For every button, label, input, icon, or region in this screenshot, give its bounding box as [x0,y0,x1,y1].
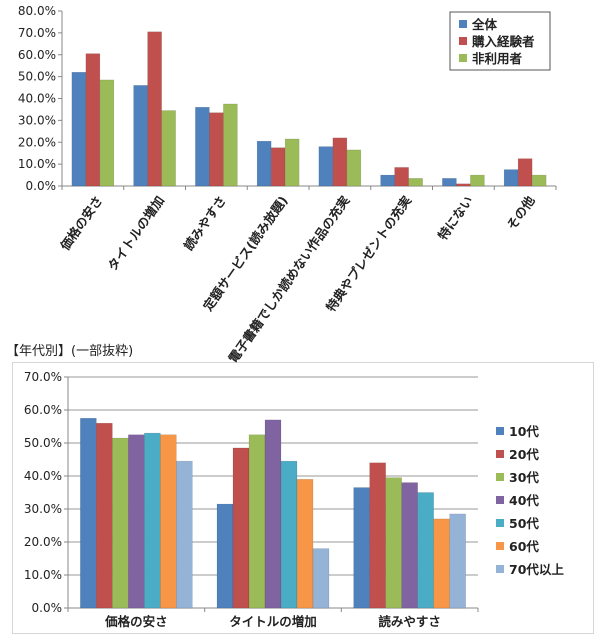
bar [209,112,224,187]
y-tick-label: 20.0% [18,135,56,149]
y-tick-label: 0.0% [26,179,57,193]
bar [232,447,250,609]
bar [385,477,402,609]
legend-swatch [496,473,504,481]
legend-label: 40代 [509,493,539,508]
legend-swatch [496,496,504,504]
bar [312,548,330,609]
bar [176,460,193,609]
y-tick-label: 20.0% [24,535,62,549]
bar [128,434,145,609]
y-tick-label: 50.0% [24,436,62,450]
bar [133,85,148,187]
chart-by-age: 0.0% 10.0% 20.0% 30.0% 40.0% 50.0% 60.0% 70.0% 価… [24,370,565,629]
legend-swatch [496,542,504,550]
x-tick-label: タイトルの増加 [229,614,317,629]
x-tick-label: タイトルの増加 [105,193,167,273]
y-tick-label: 0.0% [32,601,63,615]
bar [71,72,87,187]
bar [280,460,298,609]
y-tick-label: 40.0% [18,92,56,106]
x-tick-label: 価格の安さ [57,193,106,254]
legend-label: 20代 [509,447,539,462]
legend-label: 全体 [471,17,498,32]
chart2-frame [12,362,594,634]
bar [96,422,113,609]
bar [80,418,97,609]
bar [147,31,162,187]
legend-label: 購入経験者 [471,34,535,49]
legend-label: 10代 [509,424,539,439]
x-tick-label: 読みやすさ [378,614,441,629]
bar [99,79,115,187]
bar [144,432,161,609]
bar [380,174,395,187]
bar [270,147,286,187]
y-tick-label: 70.0% [24,370,62,384]
bar [112,437,129,609]
legend-swatch [496,450,504,458]
y-tick-label: 40.0% [24,469,62,483]
bar [85,53,101,187]
bar [394,167,409,187]
chart-all-vs-buyers: 0.0% 10.0% 20.0% 30.0% 40.0% 50.0% 60.0% 70.0% 8… [18,4,557,366]
bar [223,103,238,187]
bar [503,169,519,187]
bar [408,178,423,187]
legend-label: 50代 [509,516,539,531]
y-tick-label: 10.0% [24,568,62,582]
y-tick-label: 80.0% [18,4,56,18]
bar [442,178,457,187]
x-tick-label: 電子書籍でしか読めない作品の充実 [225,193,352,366]
bar [256,140,272,187]
bar [517,158,533,187]
section-label: 【年代別】(一部抜粋) [6,344,134,359]
x-tick-label: 特にない [435,193,476,243]
bar [449,513,466,609]
y-tick-label: 70.0% [18,26,56,40]
bar [161,110,176,187]
y-tick-label: 50.0% [18,70,56,84]
bar [369,462,386,609]
y-tick-label: 10.0% [18,157,56,171]
x-tick-label: 読みやすさ [181,193,229,253]
bar [195,107,210,187]
x-tick-label: その他 [504,193,538,233]
bar [296,479,314,609]
legend-swatch [459,54,467,62]
bar [248,434,266,609]
bar [332,137,348,187]
legend-swatch [459,20,467,28]
bar [401,482,418,609]
legend-label: 非利用者 [472,51,523,66]
legend-label: 60代 [509,539,539,554]
bar [470,174,485,187]
bar [417,492,434,609]
bar [284,138,300,187]
legend-swatch [459,37,467,45]
x-tick-label: 価格の安さ [104,614,168,629]
y-tick-label: 30.0% [18,113,56,127]
bar [456,183,471,187]
bar [264,419,282,609]
bar [160,434,177,609]
bar [531,174,547,187]
y-tick-label: 60.0% [24,403,62,417]
y-tick-label: 30.0% [24,502,62,516]
legend-label: 30代 [509,470,539,485]
bar [353,487,370,609]
legend-label: 70代以上 [509,562,564,577]
legend-swatch [496,427,504,435]
legend-swatch [496,565,504,573]
y-tick-label: 60.0% [18,48,56,62]
legend-swatch [496,519,504,527]
bar [216,503,234,609]
bar [346,149,362,187]
bar [433,518,450,609]
bar [318,146,334,187]
